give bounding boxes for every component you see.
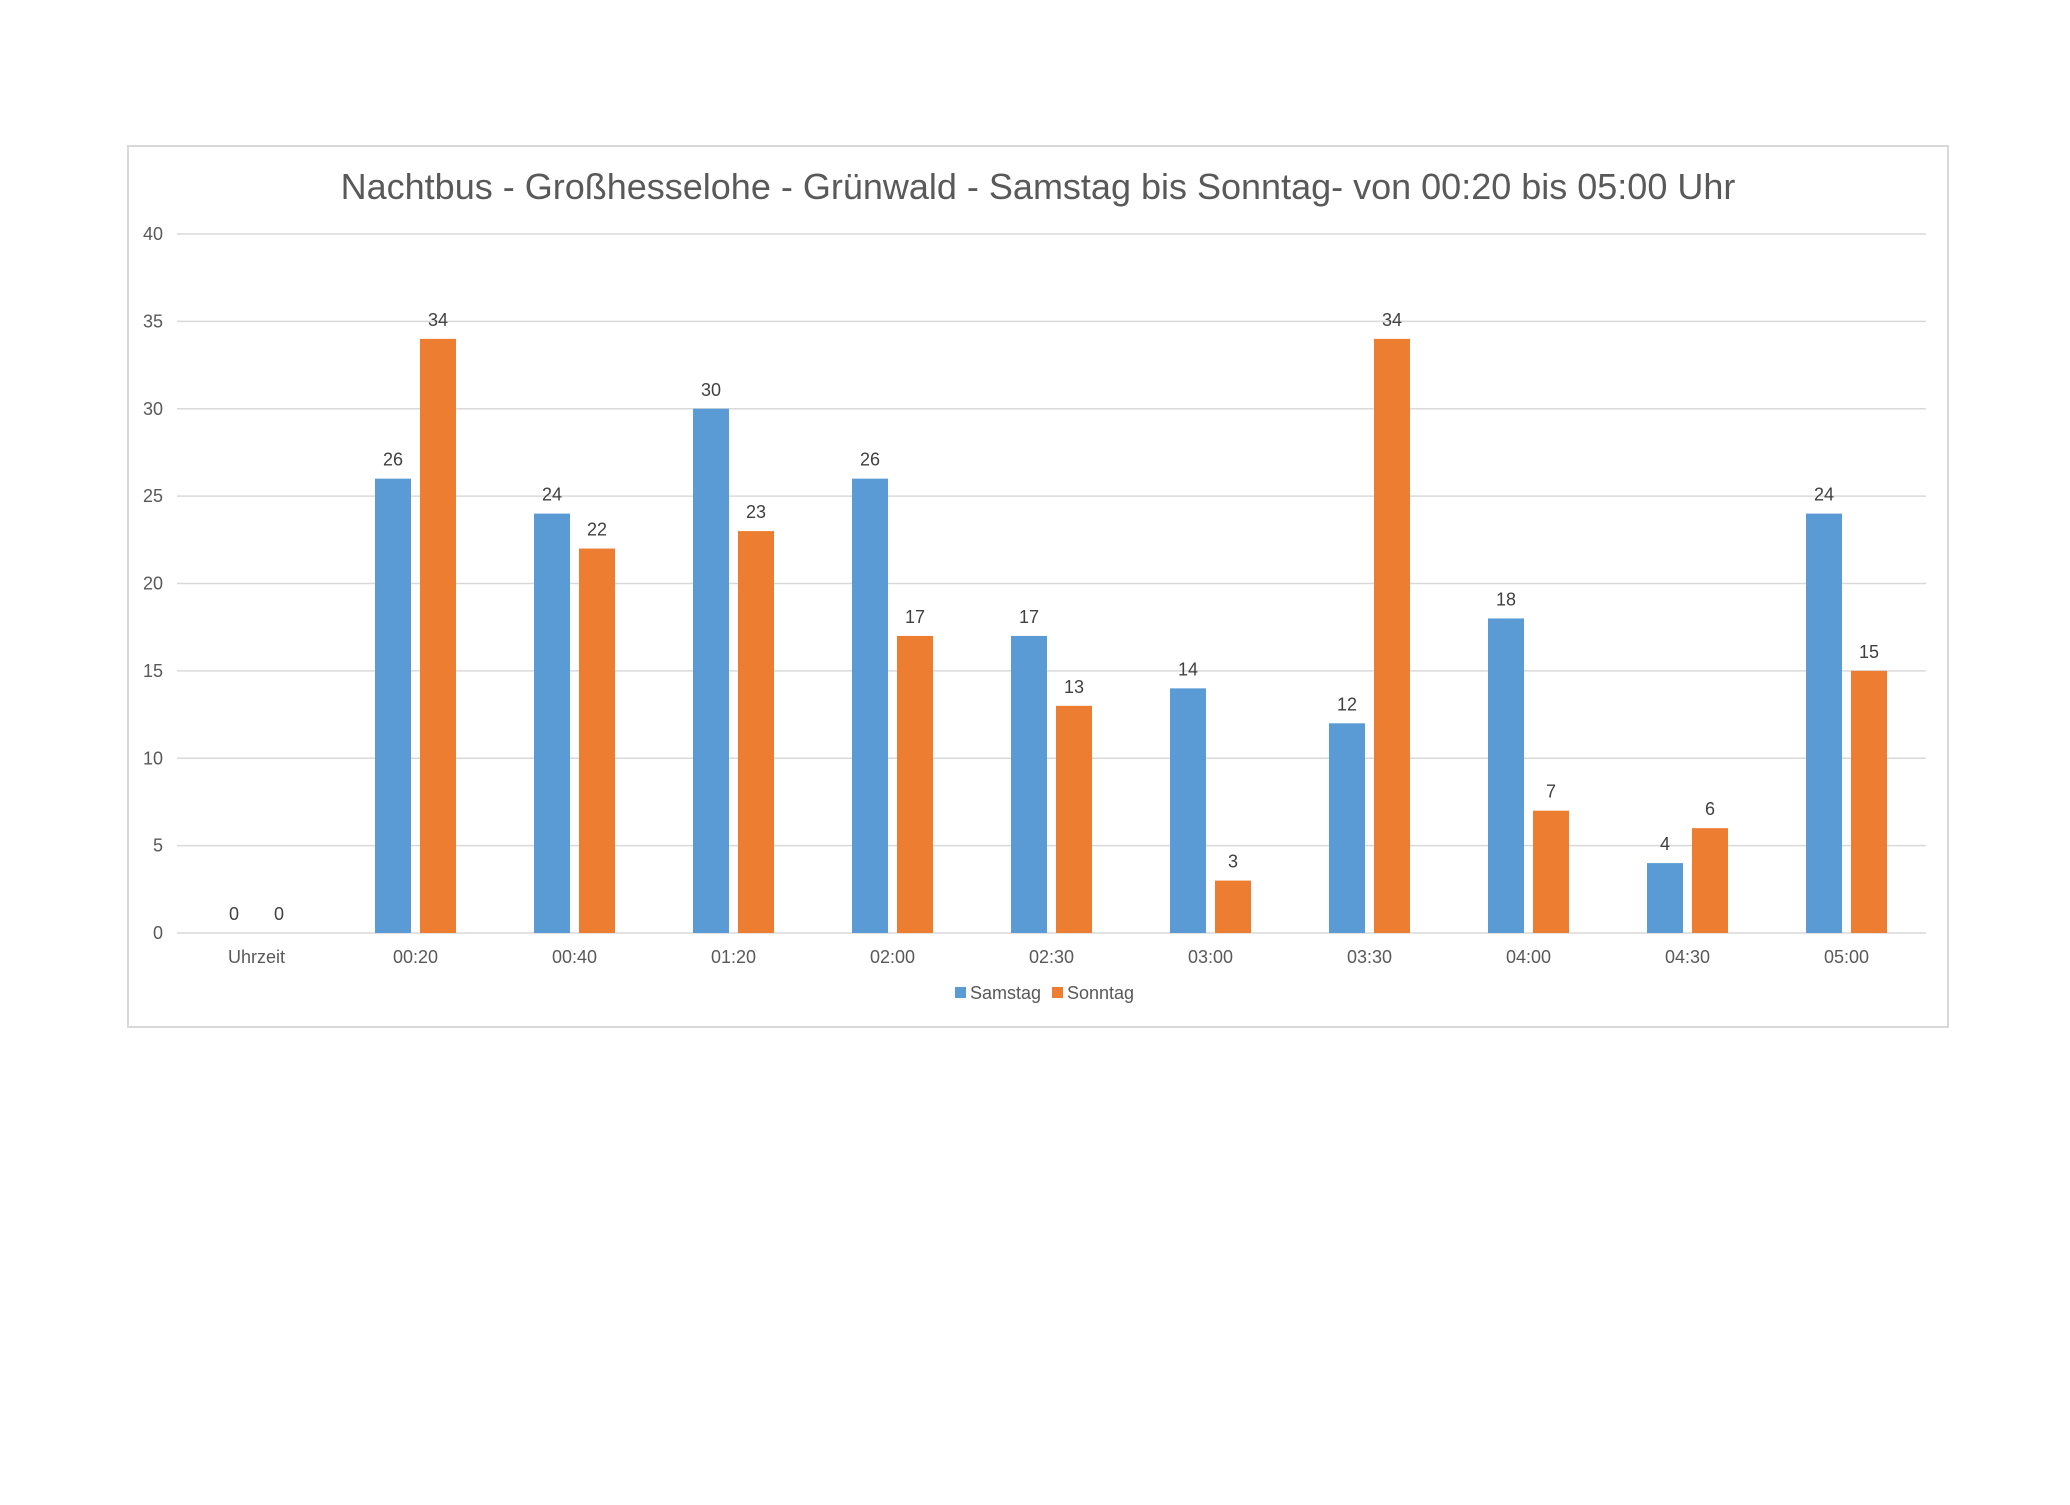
y-tick-label: 5: [153, 836, 163, 856]
bar-samstag: [1329, 723, 1365, 933]
bar-samstag: [1806, 513, 1842, 933]
x-axis-ticks: Uhrzeit 00:20 00:40 01:20 02:00 02:30 03:00 03:…: [228, 947, 1869, 967]
data-label: 23: [746, 502, 766, 522]
y-axis-ticks: 0 5 10 15 20 25 30 35 40: [143, 224, 163, 943]
x-tick-label: 05:00: [1824, 947, 1869, 967]
bar-sonntag: [1215, 880, 1251, 933]
bar-sonntag: [1692, 828, 1728, 933]
chart-title: Nachtbus - Großhesselohe - Grünwald - Sa…: [341, 166, 1736, 207]
x-tick-label: 03:00: [1188, 947, 1233, 967]
bar-sonntag: [1374, 338, 1410, 934]
bar-samstag: [1170, 688, 1206, 933]
legend-swatch-samstag: [955, 987, 966, 998]
bar-samstag: [1011, 635, 1047, 933]
x-tick-label: Uhrzeit: [228, 947, 285, 967]
data-label: 34: [428, 310, 448, 330]
x-tick-label: 02:30: [1029, 947, 1074, 967]
legend-label-samstag: Samstag: [970, 983, 1041, 1003]
data-label: 24: [1814, 485, 1834, 505]
x-tick-label: 04:30: [1665, 947, 1710, 967]
bar-samstag: [852, 478, 888, 933]
y-tick-label: 25: [143, 486, 163, 506]
x-tick-label: 00:40: [552, 947, 597, 967]
bar-samstag: [534, 513, 570, 933]
data-label: 4: [1660, 834, 1670, 854]
legend-swatch-sonntag: [1052, 987, 1063, 998]
x-tick-label: 03:30: [1347, 947, 1392, 967]
data-label: 26: [860, 450, 880, 470]
data-label: 0: [229, 904, 239, 924]
x-tick-label: 00:20: [393, 947, 438, 967]
data-label: 15: [1859, 642, 1879, 662]
bar-samstag: [693, 408, 729, 933]
data-label: 12: [1337, 694, 1357, 714]
x-tick-label: 04:00: [1506, 947, 1551, 967]
data-label: 3: [1228, 852, 1238, 872]
y-tick-label: 15: [143, 661, 163, 681]
data-label: 17: [1019, 607, 1039, 627]
y-tick-label: 35: [143, 311, 163, 331]
bar-sonntag: [1533, 810, 1569, 933]
x-tick-label: 01:20: [711, 947, 756, 967]
chart-frame: Nachtbus - Großhesselohe - Grünwald - Sa…: [127, 145, 1949, 1028]
data-label: 18: [1496, 589, 1516, 609]
y-tick-label: 30: [143, 399, 163, 419]
data-label: 24: [542, 485, 562, 505]
bar-samstag: [1647, 863, 1683, 933]
data-label: 22: [587, 520, 607, 540]
data-label: 26: [383, 450, 403, 470]
data-label: 30: [701, 380, 721, 400]
y-tick-label: 0: [153, 923, 163, 943]
bar-sonntag: [1851, 670, 1887, 933]
data-label: 0: [274, 904, 284, 924]
x-tick-label: 02:00: [870, 947, 915, 967]
y-tick-label: 40: [143, 224, 163, 244]
bar-samstag: [375, 478, 411, 933]
legend: Samstag Sonntag: [955, 983, 1134, 1003]
data-label: 6: [1705, 799, 1715, 819]
bar-samstag: [1488, 618, 1524, 933]
bar-sonntag: [738, 531, 774, 933]
legend-label-sonntag: Sonntag: [1067, 983, 1134, 1003]
bar-chart: Nachtbus - Großhesselohe - Grünwald - Sa…: [143, 166, 1926, 1003]
bar-sonntag: [579, 548, 615, 933]
data-label: 7: [1546, 782, 1556, 802]
data-label: 34: [1382, 310, 1402, 330]
bars: [375, 338, 1887, 934]
y-tick-label: 10: [143, 748, 163, 768]
data-label: 13: [1064, 677, 1084, 697]
bar-sonntag: [420, 338, 456, 934]
data-labels: 0 0 26 34 24 22 30 23 26 17 17 13 14 3 12 34 18 7 4 6 24 15: [229, 310, 1879, 924]
y-tick-label: 20: [143, 574, 163, 594]
data-label: 14: [1178, 659, 1198, 679]
bar-sonntag: [897, 635, 933, 933]
bar-sonntag: [1056, 705, 1092, 933]
gridlines: [177, 233, 1926, 934]
data-label: 17: [905, 607, 925, 627]
